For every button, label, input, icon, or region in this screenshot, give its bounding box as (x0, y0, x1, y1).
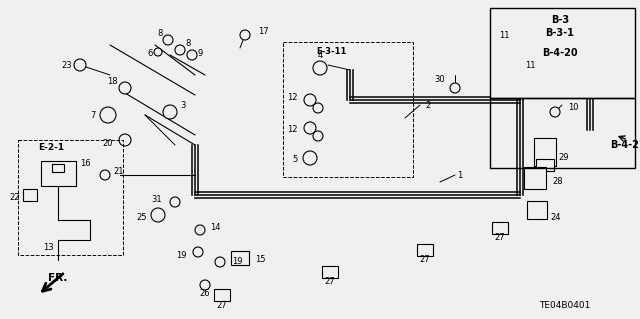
Text: 31: 31 (152, 196, 162, 204)
Text: 26: 26 (200, 288, 211, 298)
Text: E-2-1: E-2-1 (38, 144, 64, 152)
Bar (214, 289, 230, 301)
Text: 3: 3 (180, 100, 186, 109)
Circle shape (525, 70, 535, 80)
Text: 8: 8 (186, 39, 191, 48)
Text: B-3: B-3 (551, 15, 569, 25)
Text: 29: 29 (558, 153, 568, 162)
Text: E-3-11: E-3-11 (316, 48, 346, 56)
Text: 30: 30 (435, 76, 445, 85)
Circle shape (100, 170, 110, 180)
Text: 15: 15 (255, 256, 266, 264)
Text: FR.: FR. (48, 273, 68, 283)
Text: 2: 2 (426, 100, 431, 109)
Circle shape (154, 48, 162, 56)
Text: 18: 18 (108, 78, 118, 86)
Text: B-4-21: B-4-21 (610, 140, 640, 150)
Text: 23: 23 (61, 61, 72, 70)
Circle shape (187, 50, 197, 60)
Bar (536, 159, 554, 171)
Text: 5: 5 (292, 155, 298, 165)
Bar (490, 98, 635, 168)
Text: 17: 17 (258, 27, 269, 36)
Circle shape (175, 45, 185, 55)
Text: 11: 11 (525, 61, 535, 70)
Bar (524, 167, 546, 189)
Bar (231, 251, 249, 265)
Text: 10: 10 (568, 103, 579, 113)
Circle shape (151, 208, 165, 222)
Circle shape (313, 61, 327, 75)
Text: 6: 6 (147, 48, 153, 57)
Text: 7: 7 (91, 110, 96, 120)
Bar (52, 164, 64, 172)
Bar (417, 244, 433, 256)
Text: B-3-1: B-3-1 (545, 28, 575, 38)
Text: 25: 25 (136, 213, 147, 222)
Circle shape (74, 59, 86, 71)
Text: 4: 4 (317, 51, 323, 61)
Circle shape (313, 103, 323, 113)
Bar (18, 140, 123, 255)
Text: TE04B0401: TE04B0401 (540, 300, 591, 309)
Text: 27: 27 (217, 300, 227, 309)
Bar (490, 8, 635, 98)
Circle shape (119, 82, 131, 94)
Circle shape (170, 197, 180, 207)
Bar (492, 222, 508, 234)
Bar (40, 160, 76, 186)
Text: 9: 9 (197, 48, 203, 57)
Circle shape (508, 37, 518, 47)
Text: 1: 1 (458, 170, 463, 180)
Circle shape (303, 151, 317, 165)
Text: 21: 21 (113, 167, 124, 176)
Bar (283, 42, 413, 177)
Text: 11: 11 (499, 31, 509, 40)
Circle shape (195, 225, 205, 235)
Text: 27: 27 (420, 256, 430, 264)
Text: 28: 28 (552, 177, 563, 187)
Text: 24: 24 (550, 213, 561, 222)
Circle shape (100, 107, 116, 123)
Text: 16: 16 (80, 159, 91, 167)
Text: B-4-20: B-4-20 (542, 48, 578, 58)
Circle shape (163, 105, 177, 119)
Bar (322, 266, 338, 278)
Circle shape (550, 107, 560, 117)
Circle shape (304, 122, 316, 134)
Circle shape (193, 247, 203, 257)
Text: 19: 19 (232, 257, 243, 266)
Text: 13: 13 (43, 242, 53, 251)
Text: 19: 19 (177, 251, 187, 261)
Text: 12: 12 (287, 93, 298, 101)
Circle shape (450, 83, 460, 93)
Circle shape (313, 131, 323, 141)
Text: 12: 12 (287, 125, 298, 135)
Bar (534, 138, 556, 166)
Text: 8: 8 (157, 28, 163, 38)
Text: 27: 27 (324, 278, 335, 286)
Bar (23, 189, 37, 201)
Text: 27: 27 (495, 234, 506, 242)
Circle shape (200, 280, 210, 290)
Circle shape (119, 134, 131, 146)
Bar (527, 201, 547, 219)
Circle shape (240, 30, 250, 40)
Text: 20: 20 (102, 138, 113, 147)
Text: 22: 22 (10, 194, 20, 203)
Text: 14: 14 (210, 224, 221, 233)
Circle shape (215, 257, 225, 267)
Circle shape (304, 94, 316, 106)
Circle shape (163, 35, 173, 45)
